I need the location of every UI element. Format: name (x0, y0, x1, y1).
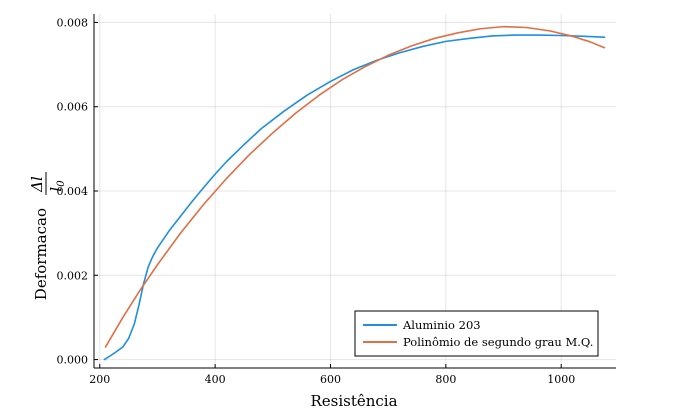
y-tick-label: 0.002 (57, 269, 89, 282)
series (103, 25, 606, 361)
legend-label-polinomio: Polinômio de segundo grau M.Q. (403, 335, 593, 349)
series-line-aluminio (103, 34, 606, 361)
x-tick-label: 200 (89, 373, 110, 386)
y-axis-label-denominator: l0 (47, 180, 67, 192)
axes (93, 14, 616, 369)
legend: Aluminio 203 Polinômio de segundo grau M… (354, 310, 599, 357)
y-tick-label: 0.006 (57, 101, 89, 114)
legend-label-aluminio: Aluminio 203 (402, 318, 481, 332)
y-tick-label: 0.004 (57, 185, 89, 198)
x-tick-label: 800 (435, 373, 456, 386)
x-tick-label: 400 (205, 373, 226, 386)
y-axis-label-numerator: Δl (28, 176, 46, 193)
legend-box (354, 310, 599, 357)
y-axis-label-group: Deformacao Δl l0 (28, 172, 67, 300)
series-line-polinomio (104, 25, 606, 348)
x-tick-label: 1000 (547, 373, 575, 386)
x-axis-label: Resistência (310, 392, 397, 410)
y-axis-label: Deformacao (32, 208, 50, 300)
x-tick-label: 600 (320, 373, 341, 386)
y-tick-label: 0.000 (57, 354, 89, 367)
y-tick-label: 0.008 (57, 16, 89, 29)
tick-labels: 200 400 600 800 1000 0.000 0.002 0.004 0.006 0.00… (57, 16, 576, 386)
